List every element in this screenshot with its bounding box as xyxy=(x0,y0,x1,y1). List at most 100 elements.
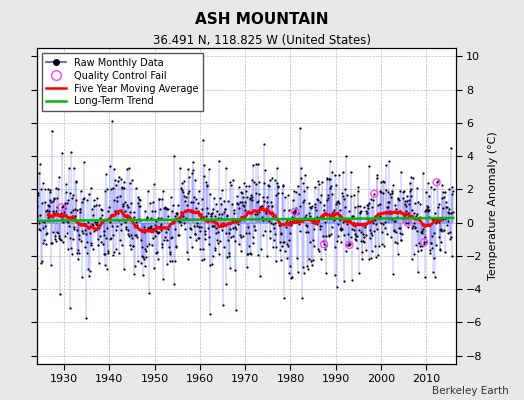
Point xyxy=(159,236,168,243)
Point xyxy=(278,242,286,249)
Point xyxy=(188,244,196,250)
Point xyxy=(39,224,47,231)
Point xyxy=(181,226,189,232)
Point xyxy=(36,161,45,167)
Point xyxy=(340,232,348,239)
Point xyxy=(255,209,264,215)
Point xyxy=(207,213,215,220)
Point xyxy=(439,216,447,222)
Point xyxy=(166,250,174,257)
Point xyxy=(380,224,389,231)
Point xyxy=(408,207,417,214)
Point xyxy=(271,220,279,226)
Point xyxy=(440,189,449,195)
Point xyxy=(325,176,334,183)
Point xyxy=(226,226,235,233)
Point xyxy=(149,235,157,241)
Point xyxy=(32,212,41,219)
Point xyxy=(266,177,274,183)
Point xyxy=(403,220,412,226)
Point xyxy=(292,205,300,211)
Point xyxy=(296,228,304,234)
Point xyxy=(329,211,337,217)
Point xyxy=(263,253,271,259)
Point xyxy=(131,231,139,238)
Point xyxy=(184,256,193,262)
Point xyxy=(159,188,167,194)
Point xyxy=(136,197,144,204)
Point xyxy=(436,239,445,245)
Point xyxy=(374,214,383,221)
Point xyxy=(209,206,217,212)
Point xyxy=(384,199,392,205)
Point xyxy=(340,278,348,285)
Point xyxy=(279,183,288,189)
Point xyxy=(390,238,399,245)
Point xyxy=(210,212,219,219)
Point xyxy=(445,229,454,235)
Point xyxy=(66,305,74,311)
Point xyxy=(124,204,132,210)
Point xyxy=(58,204,66,210)
Point xyxy=(247,251,255,258)
Point xyxy=(416,201,424,208)
Point xyxy=(236,189,245,195)
Point xyxy=(440,194,449,200)
Point xyxy=(144,224,152,231)
Point xyxy=(378,228,386,235)
Point xyxy=(151,222,159,228)
Point xyxy=(423,206,431,212)
Point xyxy=(152,229,161,235)
Point xyxy=(347,169,355,176)
Point xyxy=(341,186,350,193)
Point xyxy=(299,264,307,270)
Point xyxy=(130,214,138,220)
Point xyxy=(128,242,137,249)
Point xyxy=(258,194,267,200)
Point xyxy=(60,202,69,208)
Point xyxy=(220,209,228,215)
Point xyxy=(302,222,311,228)
Point xyxy=(163,206,172,212)
Point xyxy=(123,202,131,208)
Point xyxy=(68,250,76,257)
Point xyxy=(289,216,297,222)
Point xyxy=(250,226,259,233)
Point xyxy=(217,187,226,193)
Point xyxy=(322,270,330,276)
Point xyxy=(403,224,412,230)
Point xyxy=(163,237,171,244)
Point xyxy=(116,226,125,233)
Point xyxy=(64,197,73,203)
Point xyxy=(109,252,117,258)
Point xyxy=(291,208,299,215)
Point xyxy=(242,230,250,236)
Point xyxy=(43,230,51,236)
Point xyxy=(408,256,416,262)
Point xyxy=(337,238,346,245)
Point xyxy=(249,162,257,168)
Point xyxy=(320,206,329,213)
Point xyxy=(443,218,452,224)
Point xyxy=(388,190,397,196)
Point xyxy=(328,224,336,230)
Point xyxy=(285,207,293,213)
Point xyxy=(148,226,157,232)
Point xyxy=(439,205,447,211)
Point xyxy=(263,194,271,201)
Point xyxy=(184,190,192,196)
Text: Berkeley Earth: Berkeley Earth xyxy=(432,386,508,396)
Point xyxy=(396,230,404,236)
Point xyxy=(252,190,260,196)
Point xyxy=(224,198,232,204)
Point xyxy=(71,206,80,212)
Point xyxy=(420,239,428,246)
Point xyxy=(288,218,297,225)
Point xyxy=(103,186,112,192)
Point xyxy=(374,252,382,258)
Point xyxy=(156,222,165,229)
Point xyxy=(209,252,217,259)
Point xyxy=(325,232,334,238)
Point xyxy=(48,240,56,246)
Point xyxy=(169,220,177,226)
